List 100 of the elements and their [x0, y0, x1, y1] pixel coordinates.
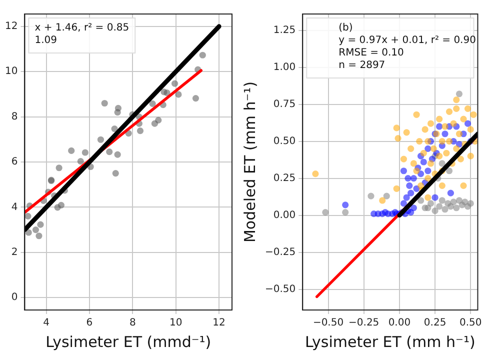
point	[171, 80, 178, 87]
point	[447, 190, 454, 196]
point	[464, 105, 472, 112]
annotation: RMSE = 0.10	[338, 48, 404, 59]
point	[408, 145, 414, 152]
point	[436, 152, 443, 160]
point	[400, 200, 408, 207]
point	[446, 138, 453, 145]
point	[114, 108, 121, 116]
point	[97, 136, 104, 143]
point	[432, 208, 438, 214]
point	[418, 182, 424, 189]
point	[456, 130, 463, 138]
point	[436, 123, 443, 130]
point	[467, 152, 474, 160]
point	[400, 156, 408, 162]
point	[438, 160, 446, 167]
point	[25, 229, 32, 236]
point	[342, 209, 349, 216]
point	[383, 192, 390, 200]
point	[394, 135, 402, 142]
point	[422, 126, 428, 133]
annotation: (b)	[338, 22, 353, 34]
y-tick-label: 1.00	[273, 62, 296, 73]
point	[460, 182, 467, 189]
point	[199, 52, 206, 58]
point	[368, 192, 374, 200]
point	[438, 182, 446, 189]
y-tick-label: −0.50	[264, 284, 296, 295]
point	[436, 203, 443, 210]
point	[136, 128, 144, 134]
y-tick-label: 6	[11, 156, 18, 168]
point	[442, 130, 448, 138]
x-tick-label: 4	[43, 318, 50, 329]
point	[413, 111, 420, 118]
point	[438, 197, 446, 204]
y-tick-label: 2	[11, 246, 18, 258]
point	[424, 145, 432, 152]
point	[442, 123, 448, 130]
point	[450, 198, 457, 206]
point	[413, 168, 420, 174]
point	[442, 206, 448, 213]
point	[427, 120, 434, 127]
point	[453, 105, 460, 112]
point	[149, 100, 156, 108]
point	[406, 182, 413, 189]
point	[32, 226, 40, 234]
x-tick-label: −0.25	[348, 318, 380, 329]
point	[427, 200, 434, 207]
point	[410, 204, 417, 212]
point	[56, 164, 62, 172]
annotation: y = 0.97x + 0.01, r² = 0.90	[338, 35, 476, 46]
point	[408, 190, 414, 196]
point	[450, 120, 457, 127]
x-tick-label: 6	[86, 318, 93, 329]
point	[430, 145, 437, 152]
annotation: x + 1.46, r² = 0.85	[34, 22, 130, 34]
point	[457, 156, 464, 162]
point	[393, 185, 400, 192]
y-tick-label: 0.00	[273, 210, 296, 221]
x-axis-title: Lysimeter ET (mm h⁻¹)	[305, 332, 476, 351]
point	[424, 138, 432, 145]
point	[420, 158, 427, 166]
point	[312, 170, 319, 178]
point	[408, 209, 414, 216]
x-tick-label: 10	[169, 318, 182, 329]
y-tick-label: 0.25	[273, 172, 296, 184]
point	[342, 202, 349, 208]
point	[58, 202, 65, 208]
point	[393, 124, 400, 132]
x-tick-label: 0.50	[459, 318, 482, 329]
point	[322, 209, 329, 216]
point	[418, 170, 424, 178]
point	[410, 174, 417, 182]
point	[24, 212, 32, 220]
y-tick-label: 10	[4, 66, 18, 78]
point	[101, 100, 108, 107]
point	[438, 138, 446, 145]
point	[424, 168, 432, 174]
y-tick-label: 0.50	[273, 136, 296, 147]
y-tick-label: 0	[11, 292, 18, 304]
point	[424, 174, 432, 182]
x-axis-title: Lysimeter ET (mmd⁻¹)	[46, 332, 212, 351]
point	[151, 120, 158, 127]
point	[112, 170, 119, 177]
point	[175, 91, 182, 98]
point	[460, 116, 467, 122]
point	[467, 200, 474, 207]
point	[453, 204, 460, 212]
x-tick-label: 12	[212, 318, 226, 329]
point	[403, 194, 410, 201]
point	[106, 148, 113, 156]
point	[400, 168, 408, 174]
point	[424, 194, 432, 201]
y-tick-label: 8	[11, 111, 18, 122]
point	[436, 116, 443, 122]
y-tick-label: 0.75	[273, 98, 296, 110]
point	[164, 90, 170, 96]
point	[446, 108, 453, 115]
point	[453, 96, 460, 104]
